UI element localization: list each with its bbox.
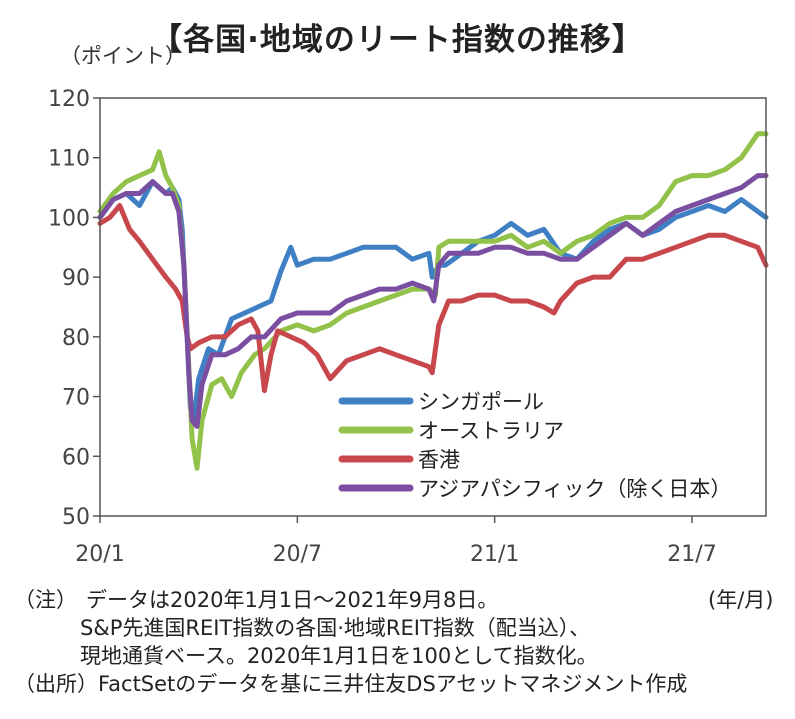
- source-label: （出所）: [14, 672, 98, 696]
- series-lines: [97, 131, 769, 471]
- x-tick-label: 20/7: [273, 542, 322, 567]
- source-text: FactSetのデータを基に三井住友DSアセットマネジメント作成: [98, 672, 688, 696]
- y-tick-label: 60: [62, 445, 90, 470]
- note-row-2: S&P先進国REIT指数の各国·地域REIT指数（配当込）、: [14, 614, 687, 642]
- x-axis: 20/1 20/7 21/1 21/7: [75, 516, 717, 567]
- y-tick-label: 50: [62, 505, 90, 530]
- notes-block: （注） データは2020年1月1日～2021年9月8日。 (年/月) S&P先進…: [14, 586, 773, 698]
- legend-label: オーストラリア: [418, 419, 564, 443]
- source-row: （出所）FactSetのデータを基に三井住友DSアセットマネジメント作成: [14, 670, 687, 698]
- x-tick-label: 21/1: [470, 542, 519, 567]
- x-tick-label: 21/7: [667, 542, 716, 567]
- legend-label: 香港: [418, 448, 460, 472]
- line-chart: 50 60 70 80 90 100 110 120 20/1 20/7 21/1 21/7 シンガ…: [48, 87, 769, 567]
- x-axis-unit: (年/月): [708, 588, 774, 612]
- note-line-2: S&P先進国REIT指数の各国·地域REIT指数（配当込）、: [80, 616, 591, 640]
- y-tick-label: 80: [62, 326, 90, 351]
- x-tick-label: 20/1: [75, 542, 124, 567]
- y-axis-unit: （ポイント）: [60, 44, 186, 68]
- y-tick-label: 110: [48, 147, 90, 172]
- chart-title: 【各国·地域のリート指数の推移】: [151, 22, 644, 58]
- note-label: （注）: [14, 588, 77, 612]
- y-tick-label: 70: [62, 386, 90, 411]
- note-row-3: 現地通貨ベース。2020年1月1日を100として指数化。: [14, 642, 687, 670]
- note-row-1: （注） データは2020年1月1日～2021年9月8日。 (年/月): [14, 586, 773, 614]
- y-axis: 50 60 70 80 90 100 110 120: [48, 87, 100, 530]
- note-line-1: データは2020年1月1日～2021年9月8日。: [86, 588, 499, 612]
- legend-label: シンガポール: [418, 390, 544, 414]
- legend-label: アジアパシフィック（除く日本）: [418, 477, 731, 501]
- y-tick-label: 100: [48, 206, 90, 231]
- series-line-3: [97, 173, 769, 429]
- note-line-3: 現地通貨ベース。2020年1月1日を100として指数化。: [80, 644, 598, 668]
- y-tick-label: 120: [48, 87, 90, 112]
- y-tick-label: 90: [62, 266, 90, 291]
- plot-frame: [99, 97, 767, 517]
